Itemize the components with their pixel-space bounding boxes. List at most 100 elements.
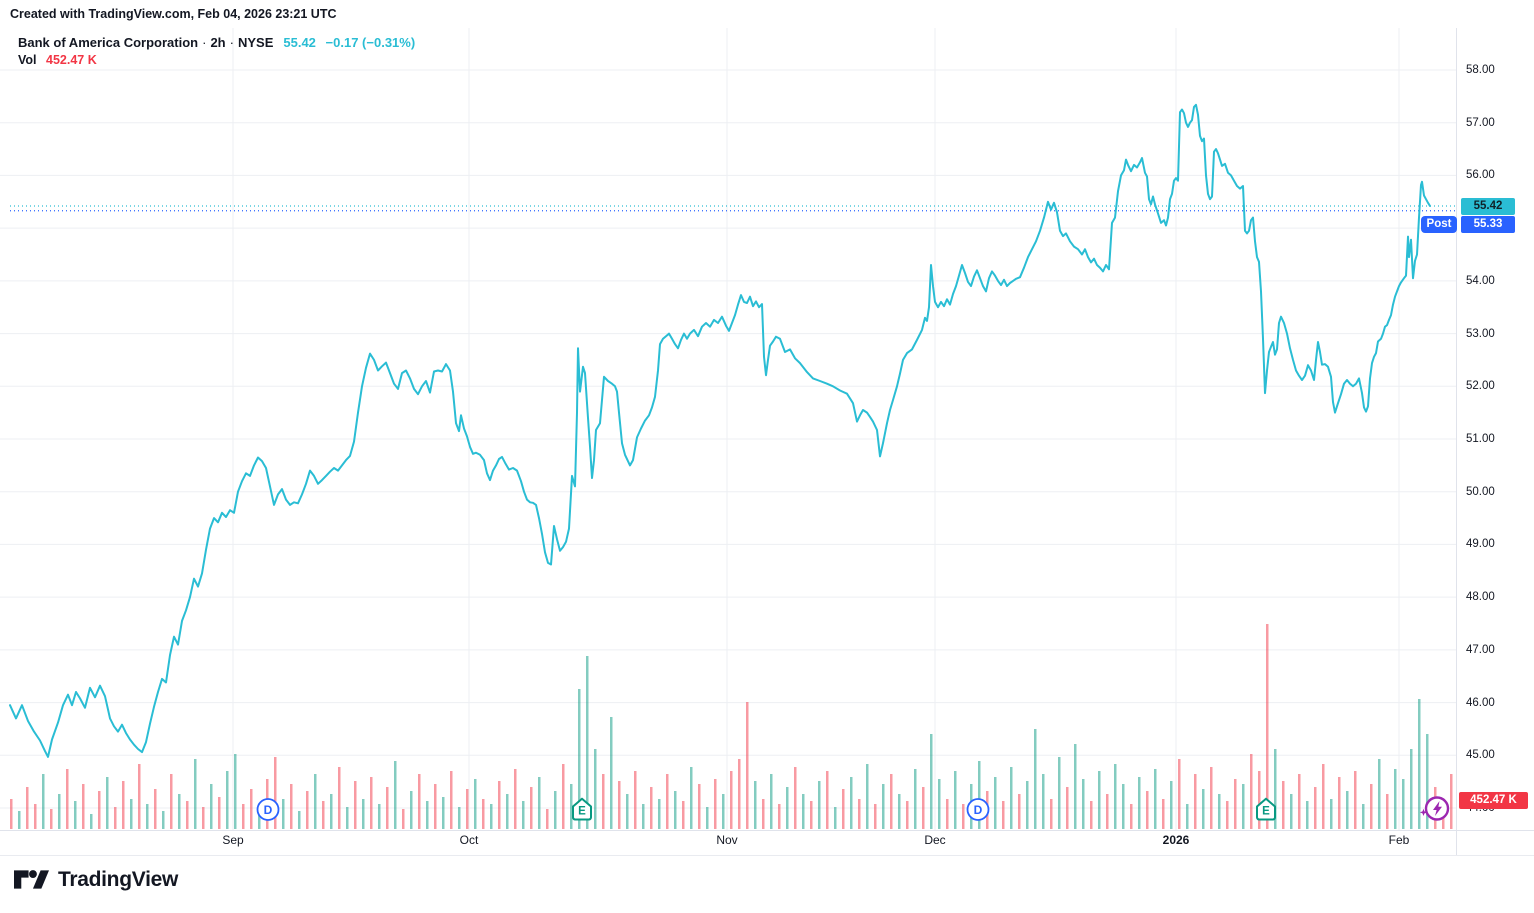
volume-bar-up [898,794,901,829]
time-axis-label: Nov [716,833,738,847]
volume-bar-up [1418,699,1421,829]
volume-bar-down [450,771,453,829]
volume-bar-down [434,784,437,829]
volume-bar-up [1154,769,1157,829]
volume-bar-down [714,779,717,829]
volume-bar-up [194,759,197,829]
volume-bar-down [1194,774,1197,829]
flash-event-marker[interactable] [1409,795,1453,830]
volume-bar-up [1426,734,1429,829]
quote-change: −0.17 (−0.31%) [325,35,416,50]
volume-bar-up [442,797,445,829]
volume-bar-up [282,799,285,829]
volume-bar-down [114,807,117,829]
volume-bar-up [1202,789,1205,829]
volume-bar-down [634,771,637,829]
volume-bar-up [18,811,21,829]
tradingview-logo-icon [14,866,49,893]
credit-line: Created with TradingView.com, Feb 04, 20… [10,7,337,21]
volume-bar-down [650,787,653,829]
volume-bar-up [210,784,213,829]
volume-bar-up [1410,749,1413,829]
price-axis-label: 50.00 [1466,485,1495,498]
volume-bar-up [1042,774,1045,829]
volume-bar-up [1274,749,1277,829]
volume-bar-down [530,787,533,829]
time-axis-label: 2026 [1162,833,1190,847]
price-axis-label: 51.00 [1466,433,1495,445]
volume-bar-up [722,794,725,829]
volume-bar-down [874,804,877,829]
dividend-marker[interactable]: D [255,797,281,828]
volume-bar-up [106,777,109,829]
volume-bar-down [482,799,485,829]
svg-text:E: E [1262,806,1270,818]
svg-text:D: D [974,803,983,817]
volume-bar-down [1250,754,1253,829]
volume-bar-down [1450,774,1453,829]
volume-bar-down [746,702,749,829]
volume-bar-up [882,784,885,829]
volume-bar-up [1082,779,1085,829]
volume-bar-up [410,791,413,829]
dividend-marker[interactable]: D [965,797,991,828]
volume-bar-up [802,794,805,829]
volume-bar-up [226,771,229,829]
tradingview-logo[interactable]: TradingView [14,866,178,893]
volume-bar-up [1242,784,1245,829]
volume-bar-down [202,807,205,829]
volume-bar-down [1234,779,1237,829]
earnings-marker[interactable]: E [1253,797,1279,828]
svg-text:E: E [578,806,586,818]
volume-bar-down [138,764,141,829]
volume-bar-up [866,764,869,829]
volume-bar-down [842,789,845,829]
symbol-name[interactable]: Bank of America Corporation [18,35,199,50]
volume-bar-up [914,769,917,829]
volume-bar-down [1354,771,1357,829]
post-market-price-badge: 55.33 [1461,216,1515,233]
volume-bar-down [1370,784,1373,829]
volume-bar-down [1146,791,1149,829]
volume-bar-down [218,797,221,829]
last-price-badge: 55.42 [1461,198,1515,215]
earnings-marker[interactable]: E [569,797,595,828]
volume-bar-up [146,804,149,829]
price-axis-label: 49.00 [1466,538,1495,551]
volume-bar-up [786,787,789,829]
volume-bar-down [698,784,701,829]
volume-bar-down [738,759,741,829]
volume-bar-down [1210,767,1213,829]
volume-bar-up [578,689,581,829]
volume-bar-up [610,717,613,829]
symbol-legend: Bank of America Corporation · 2h · NYSE 55.42… [18,34,415,69]
volume-bar-down [498,781,501,829]
time-axis-label: Dec [924,833,946,847]
volume-bar-down [1298,774,1301,829]
volume-bar-up [298,811,301,829]
volume-bar-down [290,784,293,829]
volume-bar-down [1178,759,1181,829]
price-axis-label: 45.00 [1466,749,1495,762]
volume-bar-down [402,809,405,829]
volume-bar-up [586,656,589,829]
volume-bar-up [770,774,773,829]
symbol-interval[interactable]: 2h [210,35,226,50]
volume-bar-up [538,777,541,829]
volume-bar-down [1018,794,1021,829]
volume-bar-up [330,794,333,829]
tradingview-logo-text: TradingView [58,867,179,891]
volume-bar-down [386,787,389,829]
quote-last-price: 55.42 [283,35,316,50]
volume-bar-up [754,781,757,829]
volume-bar-up [506,794,509,829]
time-axis-border [0,830,1534,831]
volume-bar-up [1330,799,1333,829]
volume-badge: 452.47 K [1459,792,1528,809]
volume-bar-up [1034,729,1037,829]
price-axis-label: 56.00 [1466,169,1495,182]
volume-bar-down [26,787,29,829]
volume-bar-up [1186,804,1189,829]
